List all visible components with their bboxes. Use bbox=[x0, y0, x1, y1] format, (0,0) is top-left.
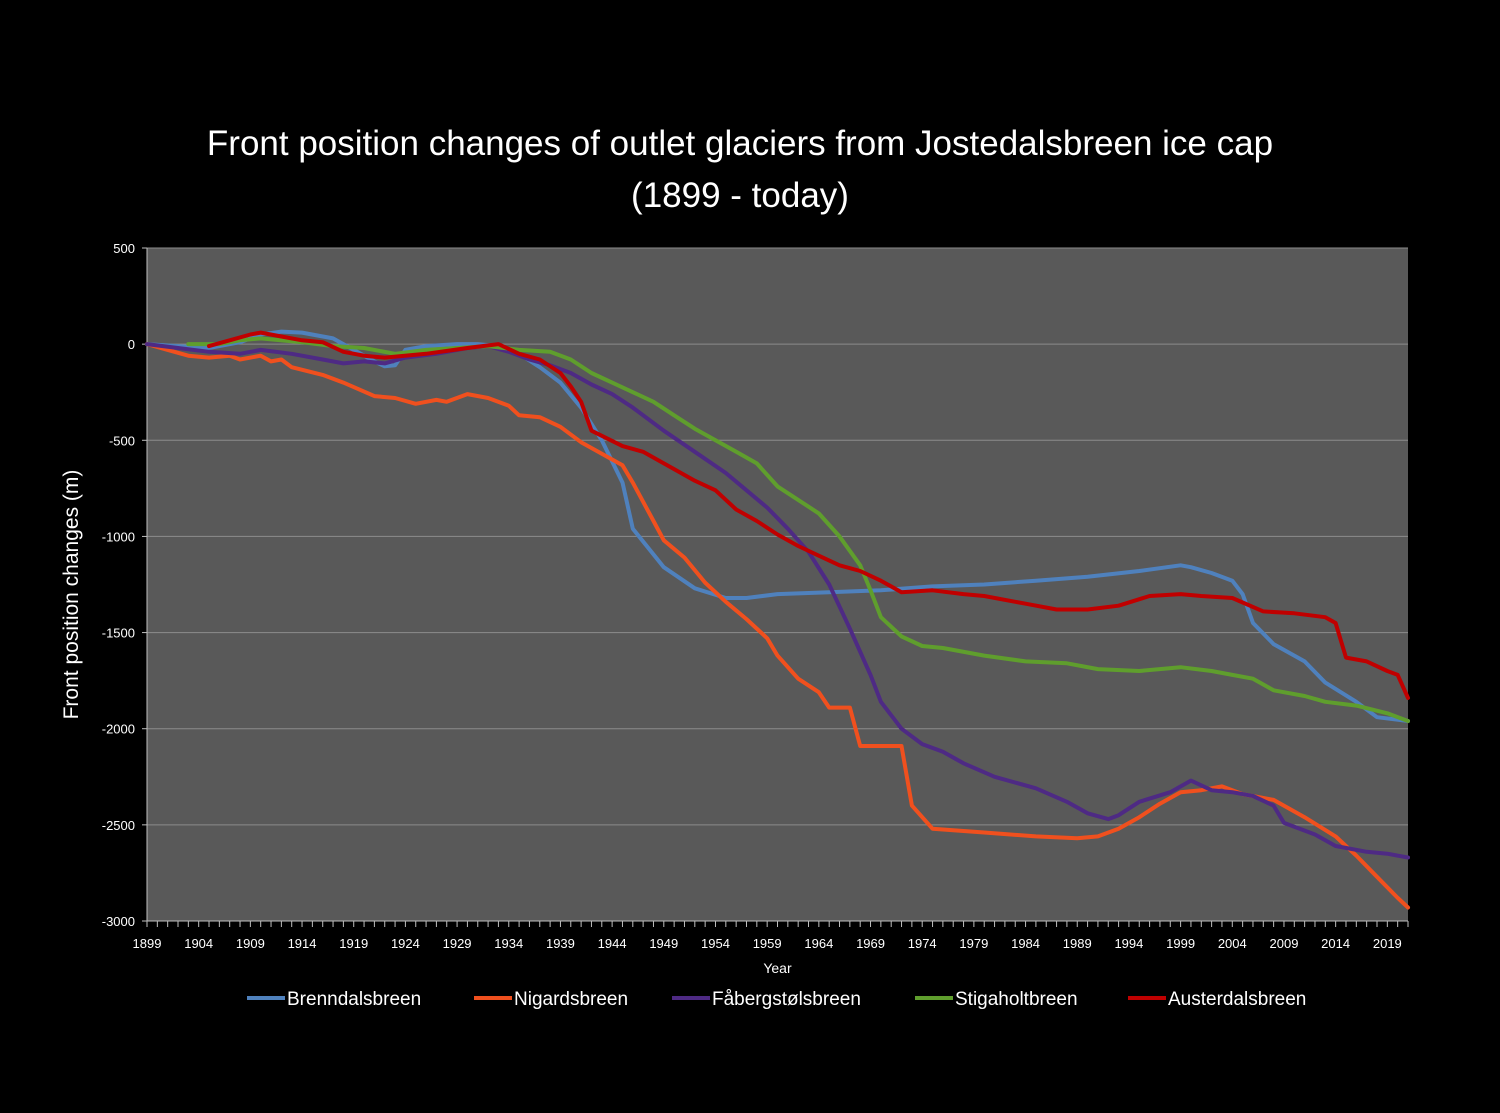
x-tick-label: 1919 bbox=[339, 936, 368, 951]
legend-label: Nigardsbreen bbox=[514, 989, 628, 1010]
y-tick-label: -1000 bbox=[102, 529, 135, 544]
chart-subtitle: (1899 - today) bbox=[631, 176, 849, 215]
x-tick-label: 1924 bbox=[391, 936, 420, 951]
y-tick-label: -2000 bbox=[102, 722, 135, 737]
x-tick-label: 1939 bbox=[546, 936, 575, 951]
x-tick-label: 1999 bbox=[1166, 936, 1195, 951]
y-tick-label: 0 bbox=[128, 337, 135, 352]
chart-title: Front position changes of outlet glacier… bbox=[0, 118, 1480, 222]
series-line-nigardsbreen bbox=[145, 342, 1410, 910]
x-tick-label: 1964 bbox=[804, 936, 833, 951]
y-tick-label: -500 bbox=[109, 433, 135, 448]
chart-title-line1: Front position changes of outlet glacier… bbox=[206, 124, 1274, 163]
x-axis-ticks: 1899 1904 1909 1914 1919 1924 1929 1934 1939 1944… bbox=[133, 921, 1409, 951]
y-tick-label: -2500 bbox=[102, 818, 135, 833]
x-tick-label: 1914 bbox=[288, 936, 317, 951]
x-tick-label: 1974 bbox=[908, 936, 937, 951]
x-tick-label: 1929 bbox=[443, 936, 472, 951]
x-axis-title: Year bbox=[763, 960, 792, 976]
x-tick-label: 1994 bbox=[1114, 936, 1143, 951]
x-tick-label: 2014 bbox=[1321, 936, 1350, 951]
y-axis-ticks: 500 0 -500 -1000 -1500 -2000 -2500 -3000 bbox=[102, 241, 147, 929]
legend-label: Stigaholtbreen bbox=[955, 989, 1078, 1010]
y-tick-label: -1500 bbox=[102, 626, 135, 641]
x-tick-label: 1954 bbox=[701, 936, 730, 951]
x-tick-label: 1989 bbox=[1063, 936, 1092, 951]
x-tick-label: 1949 bbox=[649, 936, 678, 951]
x-tick-label: 1959 bbox=[753, 936, 782, 951]
y-tick-label: 500 bbox=[113, 241, 135, 256]
y-tick-label: -3000 bbox=[102, 914, 135, 929]
x-tick-label: 2004 bbox=[1218, 936, 1247, 951]
legend-label: Austerdalsbreen bbox=[1168, 989, 1306, 1010]
y-axis-title: Front position changes (m) bbox=[60, 470, 83, 720]
series-line-stigaholtbreen bbox=[186, 336, 1410, 723]
x-tick-label: 1909 bbox=[236, 936, 265, 951]
legend: Brenndalsbreen Nigardsbreen Fåbergstølsbre… bbox=[247, 989, 1306, 1010]
x-tick-label: 1944 bbox=[598, 936, 627, 951]
x-tick-label: 1979 bbox=[959, 936, 988, 951]
x-tick-label: 2009 bbox=[1270, 936, 1299, 951]
x-tick-label: 1984 bbox=[1011, 936, 1040, 951]
x-tick-label: 2019 bbox=[1373, 936, 1402, 951]
x-tick-label: 1904 bbox=[184, 936, 213, 951]
legend-label: Brenndalsbreen bbox=[287, 989, 421, 1010]
series-line-austerdalsbreen bbox=[207, 330, 1410, 700]
legend-label: Fåbergstølsbreen bbox=[712, 989, 861, 1010]
series-lines bbox=[145, 329, 1410, 910]
x-tick-label: 1899 bbox=[133, 936, 162, 951]
x-tick-label: 1969 bbox=[856, 936, 885, 951]
x-tick-label: 1934 bbox=[494, 936, 523, 951]
